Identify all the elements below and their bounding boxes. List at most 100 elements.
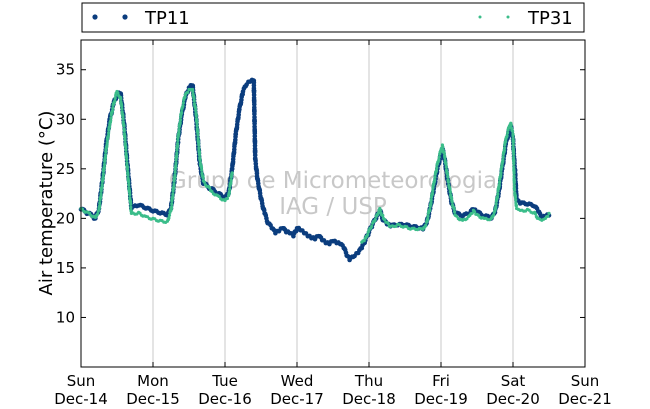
data-point: [450, 200, 454, 204]
data-point: [228, 187, 232, 191]
data-point: [201, 176, 205, 180]
data-point: [197, 153, 202, 157]
data-point: [195, 124, 199, 128]
data-point: [125, 161, 129, 165]
data-point: [194, 114, 198, 118]
data-point: [429, 198, 433, 202]
data-point: [424, 223, 428, 227]
data-point: [173, 170, 177, 174]
data-point: [196, 136, 200, 140]
data-point: [509, 123, 513, 127]
data-point: [230, 171, 234, 175]
data-point: [546, 214, 550, 218]
data-point: [435, 166, 439, 170]
data-point: [186, 90, 190, 94]
data-point: [113, 96, 117, 100]
data-point: [178, 120, 182, 125]
legend: TP11 TP31: [81, 2, 585, 33]
data-point: [512, 159, 516, 164]
legend-label-tp11: TP11: [144, 8, 190, 29]
data-point: [470, 211, 474, 215]
data-point: [121, 117, 125, 121]
data-point: [366, 233, 370, 237]
y-tick-label: 35: [56, 61, 75, 79]
series-layer: [78, 77, 552, 263]
data-point: [229, 178, 233, 182]
data-point: [444, 162, 448, 166]
data-point: [126, 173, 130, 177]
data-point: [449, 196, 454, 200]
data-point: [499, 171, 503, 175]
data-point: [501, 155, 505, 159]
data-point: [120, 104, 124, 108]
data-point: [514, 204, 519, 208]
data-point: [513, 195, 518, 199]
data-point: [446, 180, 451, 184]
data-point: [198, 158, 202, 163]
data-point: [512, 162, 516, 166]
data-point: [180, 110, 184, 115]
data-point: [195, 121, 199, 125]
data-point: [99, 192, 103, 196]
data-point: [200, 168, 204, 172]
data-point: [174, 161, 178, 165]
data-point: [175, 148, 179, 152]
data-point: [383, 218, 387, 222]
watermark-line-2: IAG / USP: [279, 194, 387, 220]
x-tick-label-day: Tue: [211, 372, 238, 390]
data-point: [127, 180, 131, 184]
data-point: [170, 202, 174, 206]
y-tick-label: 15: [56, 259, 75, 277]
data-point: [373, 217, 377, 222]
plot-area: [81, 40, 585, 367]
data-point: [102, 162, 107, 167]
data-point: [443, 156, 447, 160]
data-point: [448, 187, 452, 191]
data-point: [193, 106, 198, 110]
data-point: [125, 158, 129, 162]
data-point: [181, 104, 185, 108]
data-point: [194, 108, 198, 113]
data-point: [426, 214, 430, 218]
data-point: [511, 152, 516, 156]
data-point: [512, 184, 517, 188]
data-point: [177, 128, 181, 132]
data-point: [426, 217, 430, 221]
data-point: [511, 134, 515, 138]
x-tick-label-date: Dec-21: [558, 390, 612, 408]
data-point: [511, 150, 516, 154]
data-point: [428, 207, 432, 212]
data-point: [128, 200, 133, 204]
data-point: [100, 185, 104, 189]
data-point: [172, 179, 176, 183]
data-point: [453, 210, 457, 214]
data-point: [111, 106, 115, 110]
data-point: [124, 145, 128, 150]
gridlines: [152, 40, 514, 367]
data-point: [370, 224, 374, 228]
data-point: [107, 131, 111, 135]
x-tick-label-day: Wed: [281, 372, 314, 390]
data-point: [362, 239, 366, 243]
data-point: [494, 205, 498, 209]
data-point: [103, 155, 107, 159]
x-tick-label-date: Dec-14: [54, 390, 108, 408]
data-point: [106, 134, 110, 138]
data-point: [446, 175, 450, 179]
data-point: [129, 205, 133, 209]
y-tick-label: 20: [56, 209, 75, 227]
y-tick-label: 30: [56, 110, 75, 128]
legend-marker-tp11: [92, 14, 98, 20]
data-point: [452, 207, 456, 211]
y-tick-label: 10: [56, 308, 75, 326]
data-point: [102, 165, 106, 169]
data-point: [433, 175, 437, 179]
y-axis-label: Air temperature (°C): [36, 111, 57, 296]
data-point: [127, 183, 131, 187]
data-point: [109, 116, 113, 120]
data-point: [433, 178, 437, 182]
data-point: [378, 208, 382, 212]
legend-label-tp31: TP31: [527, 8, 573, 29]
data-point: [497, 183, 501, 187]
